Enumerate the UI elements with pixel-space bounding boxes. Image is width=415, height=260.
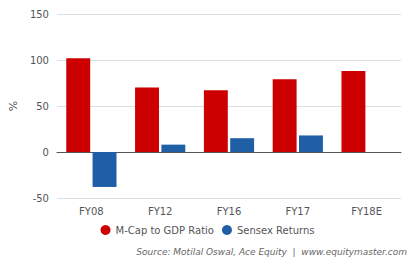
- svg-text:M-Cap to GDP Ratio: M-Cap to GDP Ratio: [116, 225, 214, 236]
- svg-text:-50: -50: [33, 193, 49, 204]
- svg-text:Sensex Returns: Sensex Returns: [237, 225, 315, 236]
- svg-text:%: %: [7, 101, 20, 111]
- svg-text:Source: Motilal Oswal, Ace Equ: Source: Motilal Oswal, Ace Equity | www.…: [136, 247, 407, 257]
- svg-text:FY16: FY16: [217, 206, 242, 217]
- svg-text:0: 0: [43, 147, 49, 158]
- svg-text:50: 50: [36, 101, 49, 112]
- svg-text:FY12: FY12: [148, 206, 173, 217]
- svg-text:100: 100: [30, 55, 49, 66]
- svg-text:FY18E: FY18E: [351, 206, 382, 217]
- svg-text:FY08: FY08: [79, 206, 104, 217]
- svg-text:150: 150: [30, 9, 49, 20]
- svg-text:FY17: FY17: [285, 206, 310, 217]
